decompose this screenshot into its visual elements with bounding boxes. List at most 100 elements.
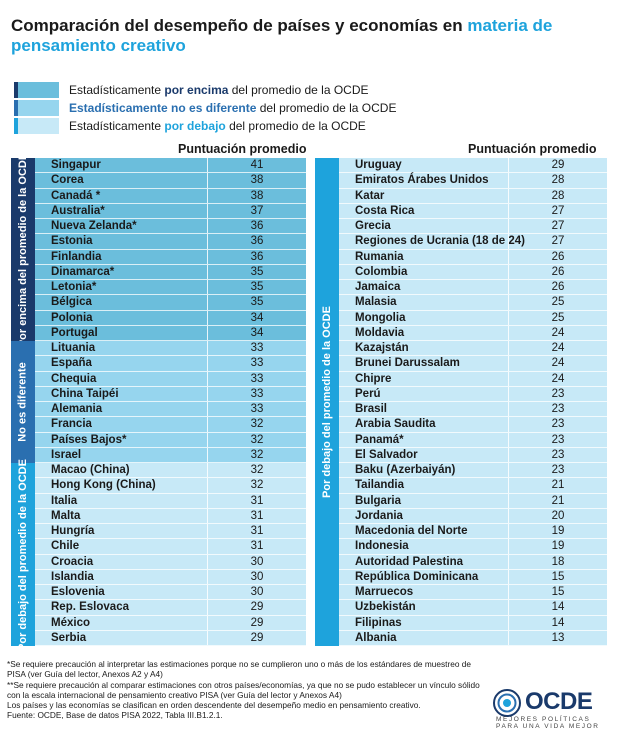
score-value: 25 <box>551 311 565 324</box>
score-value: 27 <box>551 235 565 248</box>
score-cell: 35 <box>207 295 306 310</box>
table-row: España 33 <box>35 356 306 372</box>
table-row: República Dominicana 15 <box>339 569 607 585</box>
country-name: Chipre <box>355 372 392 385</box>
score-cell: 26 <box>508 280 607 295</box>
country-name: Macedonia del Norte <box>355 525 468 537</box>
table-row: Kazajstán 24 <box>339 341 607 357</box>
table-row: Malasia 25 <box>339 295 607 311</box>
oecd-logo-name: OCDE <box>525 688 593 715</box>
score-cell: 21 <box>508 478 607 493</box>
score-cell: 24 <box>508 371 607 386</box>
group-below: Por debajo del promedio de la OCDE Macao … <box>11 459 306 650</box>
table-row: Panamá* 23 <box>339 432 607 448</box>
score-cell: 18 <box>508 554 607 569</box>
group-notdiff: No es diferente Lituania 33 España 33 Chequia… <box>11 341 306 463</box>
score-cell: 28 <box>508 188 607 203</box>
right-column-header: Puntuación promedio <box>468 142 597 156</box>
table-row: Macao (China) 32 <box>35 463 306 479</box>
score-value: 15 <box>551 586 565 598</box>
score-cell: 29 <box>207 615 306 630</box>
score-cell: 21 <box>508 493 607 508</box>
score-cell: 28 <box>508 173 607 188</box>
score-value: 23 <box>551 464 565 476</box>
footnotes: *Se requiere precaución al interpretar l… <box>7 659 487 721</box>
score-value: 19 <box>551 540 565 553</box>
country-name: Dinamarca* <box>51 265 115 278</box>
score-cell: 36 <box>207 234 306 249</box>
score-value: 26 <box>551 250 565 263</box>
table-row: Indonesia 19 <box>339 539 607 555</box>
score-cell: 33 <box>207 356 306 371</box>
table-row: Nueva Zelanda* 36 <box>35 219 306 235</box>
score-cell: 29 <box>207 630 306 645</box>
oecd-logo-tagline-2: PARA UNA VIDA MEJOR <box>496 723 600 730</box>
score-value: 26 <box>551 281 565 293</box>
score-value: 31 <box>250 525 264 537</box>
oecd-logo-tagline-1: MEJORES POLÍTICAS <box>496 716 591 723</box>
table-row: Alemania 33 <box>35 402 306 418</box>
table-row: Países Bajos* 32 <box>35 432 306 448</box>
table-row: Autoridad Palestina 18 <box>339 554 607 570</box>
country-name: Letonia* <box>51 281 97 293</box>
score-cell: 29 <box>508 158 607 173</box>
country-name: Emiratos Árabes Unidos <box>355 174 489 187</box>
score-value: 33 <box>250 403 264 415</box>
footnote: **Se requiere precaución al comparar est… <box>7 679 480 700</box>
score-cell: 41 <box>207 158 306 173</box>
score-cell: 24 <box>508 356 607 371</box>
score-cell: 24 <box>508 341 607 356</box>
table-row: Islandia 30 <box>35 569 306 585</box>
country-name: Costa Rica <box>355 204 415 217</box>
score-value: 23 <box>551 403 565 415</box>
country-name: Perú <box>355 387 381 400</box>
score-value: 33 <box>250 387 264 400</box>
group-below: Por debajo del promedio de la OCDE Urugua… <box>315 158 607 646</box>
score-cell: 27 <box>508 203 607 218</box>
table-row: Letonia* 35 <box>35 280 306 296</box>
score-cell: 31 <box>207 539 306 554</box>
score-cell: 34 <box>207 325 306 340</box>
table-row: Albania 13 <box>339 630 607 646</box>
score-value: 14 <box>551 616 565 629</box>
table-row: Brunei Darussalam 24 <box>339 356 607 372</box>
score-value: 38 <box>250 174 264 187</box>
score-cell: 24 <box>508 325 607 340</box>
score-value: 35 <box>250 296 264 309</box>
country-name: Bulgaria <box>355 494 402 507</box>
page-title: Comparación del desempeño de países y ec… <box>11 16 611 56</box>
score-value: 24 <box>551 342 565 354</box>
country-name: Lituania <box>51 342 96 354</box>
country-name: Bélgica <box>51 296 92 309</box>
country-name: Corea <box>51 174 84 187</box>
score-cell: 38 <box>207 188 306 203</box>
score-cell: 30 <box>207 554 306 569</box>
table-row: Brasil 23 <box>339 402 607 418</box>
score-cell: 25 <box>508 295 607 310</box>
table-row: Italia 31 <box>35 493 306 509</box>
table-row: Estonia 36 <box>35 234 306 250</box>
score-value: 23 <box>551 433 565 446</box>
score-value: 29 <box>250 601 264 614</box>
score-cell: 23 <box>508 463 607 478</box>
score-cell: 32 <box>207 478 306 493</box>
table-row: Dinamarca* 35 <box>35 264 306 280</box>
score-cell: 25 <box>508 310 607 325</box>
table-row: Grecia 27 <box>339 219 607 235</box>
score-value: 23 <box>551 418 565 431</box>
score-value: 24 <box>551 357 565 370</box>
country-name: Malta <box>51 509 81 522</box>
footnote: *Se requiere precaución al interpretar l… <box>7 659 471 680</box>
score-value: 29 <box>250 631 264 644</box>
score-value: 29 <box>551 159 565 171</box>
country-name: Hungría <box>51 525 95 537</box>
legend-swatch <box>14 118 59 134</box>
table-row: Chile 31 <box>35 539 306 555</box>
score-cell: 30 <box>207 585 306 600</box>
table-row: Eslovenia 30 <box>35 585 306 601</box>
country-name: Rep. Eslovaca <box>51 601 129 614</box>
score-cell: 23 <box>508 432 607 447</box>
score-cell: 23 <box>508 447 607 462</box>
table-row: Portugal 34 <box>35 325 306 341</box>
table-row: Jordania 20 <box>339 508 607 524</box>
